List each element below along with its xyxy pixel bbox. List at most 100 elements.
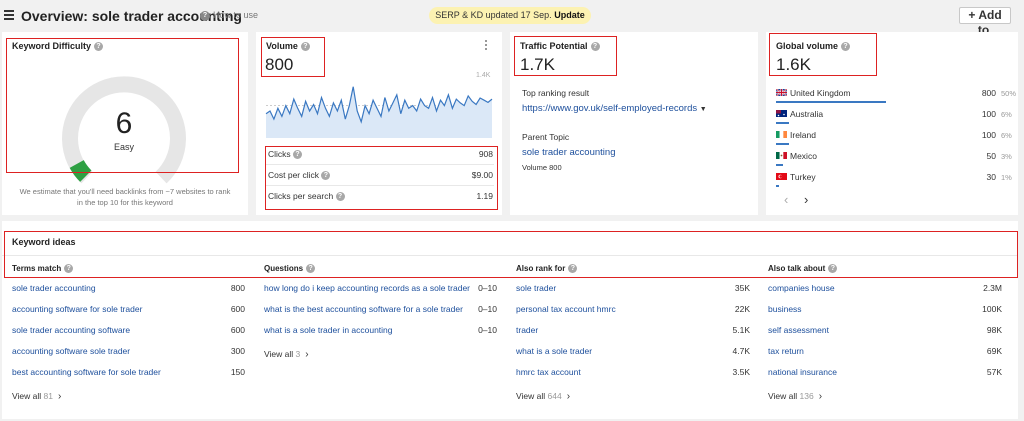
keyword-ideas-card: Keyword ideas Terms match? sole trader a… [2,221,1018,419]
chart-max-label: 1.4K [476,72,491,79]
how-to-use-link[interactable]: ? How to use [200,10,258,21]
keyword-link[interactable]: accounting software sole trader [12,346,131,356]
share-bar [776,185,779,187]
view-all-button[interactable]: View all 3 › [264,349,309,360]
stat-value-clicks: 908 [478,149,493,159]
kd-level: Easy [113,142,134,152]
kd-score: 6 [115,107,133,140]
keyword-link[interactable]: what is the best accounting software for… [264,304,463,314]
volume-card: Volume? 800 1.4K Clicks ? 908 Cost per c… [256,32,502,215]
update-link[interactable]: Update [554,10,585,20]
keyword-link[interactable]: sole trader [516,283,557,293]
highlight-box [261,37,325,77]
australia-flag-icon [776,110,787,117]
page-header: Overview: sole trader accounting ? How to… [0,0,1024,37]
stat-value-cpc: $9.00 [471,170,493,180]
keyword-link[interactable]: sole trader accounting software [12,325,131,335]
view-all-button[interactable]: View all 136 › [768,391,823,402]
update-badge: SERP & KD updated 17 Sep. Update [429,7,591,24]
help-icon: ? [590,42,600,52]
help-icon: ? [321,171,331,181]
stat-value-cps: 1.19 [476,191,493,201]
column-header-questions: Questions? [264,264,316,274]
mexico-flag-icon [776,152,787,159]
top-ranking-url-link[interactable]: https://www.gov.uk/self-employed-records… [522,103,707,114]
help-icon: ? [828,264,838,274]
share-bar [776,122,790,124]
chevron-right-icon: › [818,391,823,402]
column-header-also-talk-about: Also talk about? [768,264,838,274]
volume-value: 800 [265,55,294,74]
traffic-potential-label: Traffic Potential? [520,41,600,52]
parent-topic-volume: Volume 800 [522,163,562,172]
view-all-button[interactable]: View all 81 › [12,391,62,402]
help-icon: ? [300,42,310,52]
help-icon: ? [200,10,210,21]
global-volume-label: Global volume? [776,41,851,52]
global-volume-value: 1.6K [776,55,811,74]
keyword-link[interactable]: companies house [768,283,835,293]
volume-trend-chart [265,86,493,138]
parent-topic-label: Parent Topic [522,132,570,142]
keyword-link[interactable]: how long do i keep accounting records as… [264,283,471,293]
help-icon: ? [841,42,851,52]
keyword-link[interactable]: national insurance [768,367,837,377]
help-icon: ? [64,264,74,274]
chevron-right-icon: › [305,349,309,360]
stat-label-clicks: Clicks ? [268,149,303,160]
view-all-button[interactable]: View all 644 › [516,391,571,402]
help-icon: ? [293,150,303,160]
page-title: Overview: sole trader accounting [21,8,242,24]
keyword-link[interactable]: best accounting software for sole trader [12,367,161,377]
global-volume-card: Global volume? 1.6K United Kingdom 800 5… [766,32,1018,215]
keyword-ideas-title: Keyword ideas [12,237,76,247]
keyword-link[interactable]: personal tax account hmrc [516,304,616,314]
highlight-box [4,231,1018,278]
traffic-potential-card: Traffic Potential? 1.7K Top ranking resu… [510,32,758,215]
keyword-link[interactable]: trader [516,325,539,335]
keyword-link[interactable]: business [768,304,802,314]
keyword-link[interactable]: what is a sole trader [516,346,593,356]
share-bar [776,143,790,145]
kd-label: Keyword Difficulty? [12,41,104,52]
plus-icon: + [968,8,976,22]
keyword-link[interactable]: self assessment [768,325,829,335]
kd-note-line2: in the top 10 for this keyword [77,198,173,207]
trend-area [266,86,492,138]
chevron-right-icon: › [566,391,571,402]
highlight-box [514,36,617,76]
keyword-link[interactable]: accounting software for sole trader [12,304,143,314]
keyword-link[interactable]: what is a sole trader in accounting [264,325,393,335]
column-header-terms-match: Terms match? [12,264,74,274]
prev-page-button[interactable]: ‹ [784,192,789,207]
stat-label-cpc: Cost per click ? [268,170,331,181]
parent-topic-link[interactable]: sole trader accounting [522,147,616,158]
keyword-link[interactable]: tax return [768,346,804,356]
help-icon: ? [335,192,345,202]
highlight-box [769,33,877,76]
menu-icon[interactable] [4,10,14,20]
turkey-flag-icon [776,173,787,180]
add-to-button[interactable]: + Add to [959,7,1011,37]
top-ranking-label: Top ranking result [522,88,590,98]
help-icon: ? [306,264,316,274]
highlight-box [265,146,498,210]
more-options-icon[interactable] [485,40,489,50]
ireland-flag-icon [776,131,787,138]
traffic-potential-value: 1.7K [520,55,555,74]
highlight-box [6,38,239,173]
chevron-right-icon: › [57,391,62,402]
keyword-link[interactable]: hmrc tax account [516,367,581,377]
help-icon: ? [568,264,578,274]
caret-down-icon: ▼ [699,106,707,113]
keyword-difficulty-card: Keyword Difficulty? 6 Easy We estimate t… [2,32,248,215]
trend-line [265,86,493,124]
stat-label-cps: Clicks per search ? [268,191,345,202]
kd-note-line1: We estimate that you'll need backlinks f… [19,187,231,196]
share-bar [776,101,886,103]
kd-gauge [62,76,186,184]
volume-label: Volume? [266,41,310,52]
keyword-link[interactable]: sole trader accounting [12,283,96,293]
share-bar [776,164,783,166]
next-page-button[interactable]: › [804,192,809,207]
